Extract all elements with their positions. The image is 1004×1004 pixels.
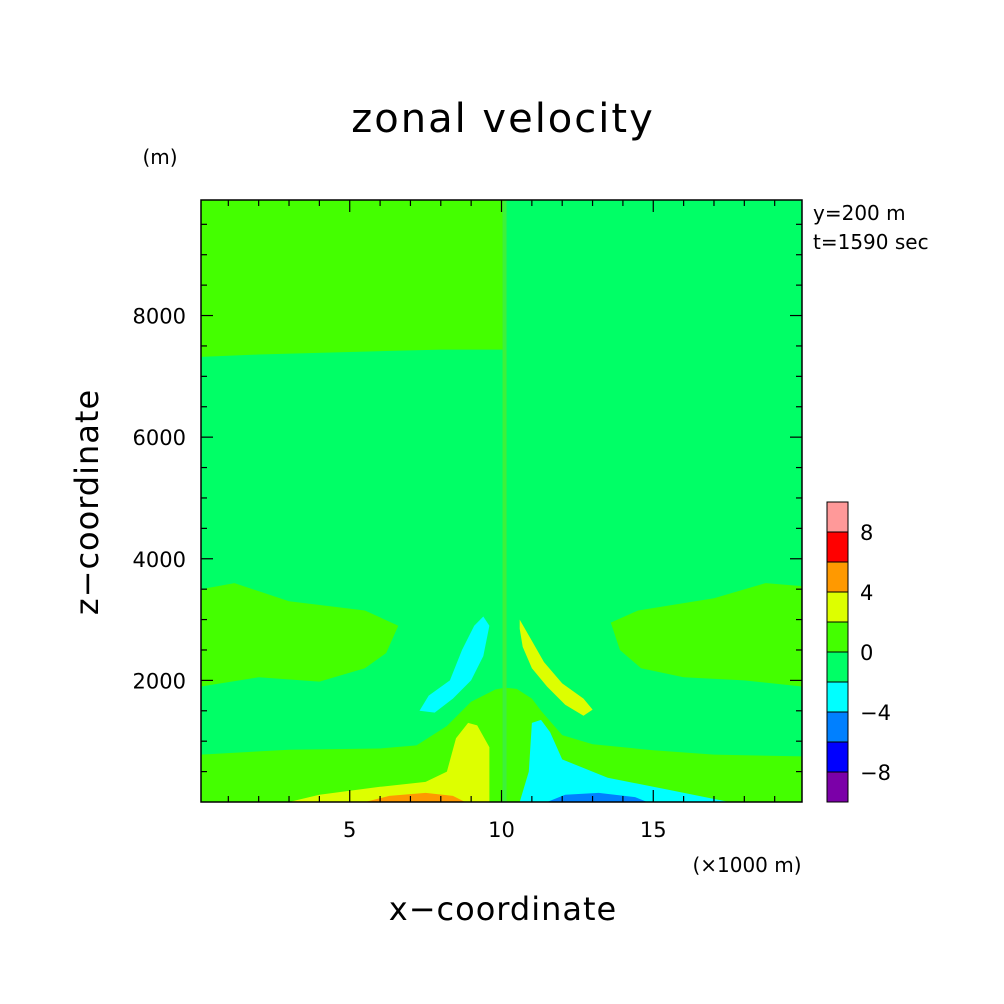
- x-tick-label: 10: [488, 818, 515, 842]
- colorbar-tick-label: 4: [860, 581, 873, 605]
- colorbar-tick-label: 0: [860, 641, 873, 665]
- chart-title: zonal velocity: [351, 96, 655, 142]
- contour-regions: [201, 200, 802, 802]
- y-tick-label: 4000: [133, 548, 186, 572]
- contour-region-3: [610, 583, 802, 687]
- colorbar-tick-label: −8: [860, 761, 891, 785]
- colorbar-swatch: [826, 591, 849, 623]
- contour-region-7: [519, 719, 730, 802]
- colorbar-tick-label: −4: [860, 701, 891, 725]
- contour-region-0: [201, 200, 505, 357]
- contour-region-10: [419, 616, 490, 713]
- y-tick-labels: 2000 4000 6000 8000: [133, 305, 186, 694]
- y-tick-label: 6000: [133, 426, 186, 450]
- contour-region-1: [504, 200, 802, 359]
- colorbar-swatch: [826, 711, 849, 743]
- contour-region-8: [364, 792, 466, 802]
- contour-region-9: [547, 792, 648, 802]
- colorbar-swatch: [826, 681, 849, 713]
- colorbar-swatch: [826, 621, 849, 653]
- contour-region-2: [201, 583, 399, 687]
- colorbar-swatch: [826, 561, 849, 593]
- colorbar-swatch: [826, 501, 849, 533]
- plot-frame: [200, 199, 803, 803]
- colorbar: [826, 501, 849, 803]
- colorbar-tick-labels: −8 −4 0 4 8: [860, 521, 891, 785]
- colorbar-swatch: [826, 531, 849, 563]
- x-axis-title: x−coordinate: [389, 890, 617, 928]
- plot-area: [200, 199, 803, 803]
- x-tick-label: 5: [343, 818, 356, 842]
- y-tick-label: 2000: [133, 669, 186, 693]
- contour-region-6: [289, 722, 490, 802]
- axis-ticks: [201, 200, 802, 802]
- info-time: t=1590 sec: [813, 230, 929, 254]
- contour-region-4: [201, 687, 505, 802]
- colorbar-tick-label: 8: [860, 521, 873, 545]
- y-axis-title: z−coordinate: [68, 389, 106, 615]
- x-tick-label: 15: [640, 818, 667, 842]
- colorbar-swatch: [826, 651, 849, 683]
- colorbar-swatch: [826, 771, 849, 803]
- x-tick-labels: 5 10 15: [343, 818, 667, 842]
- y-tick-label: 8000: [133, 305, 186, 329]
- contour-region-11: [519, 619, 593, 716]
- colorbar-swatch: [826, 741, 849, 773]
- y-unit-label: (m): [142, 145, 177, 169]
- info-y-position: y=200 m: [813, 201, 906, 225]
- x-unit-label: (×1000 m): [692, 853, 801, 877]
